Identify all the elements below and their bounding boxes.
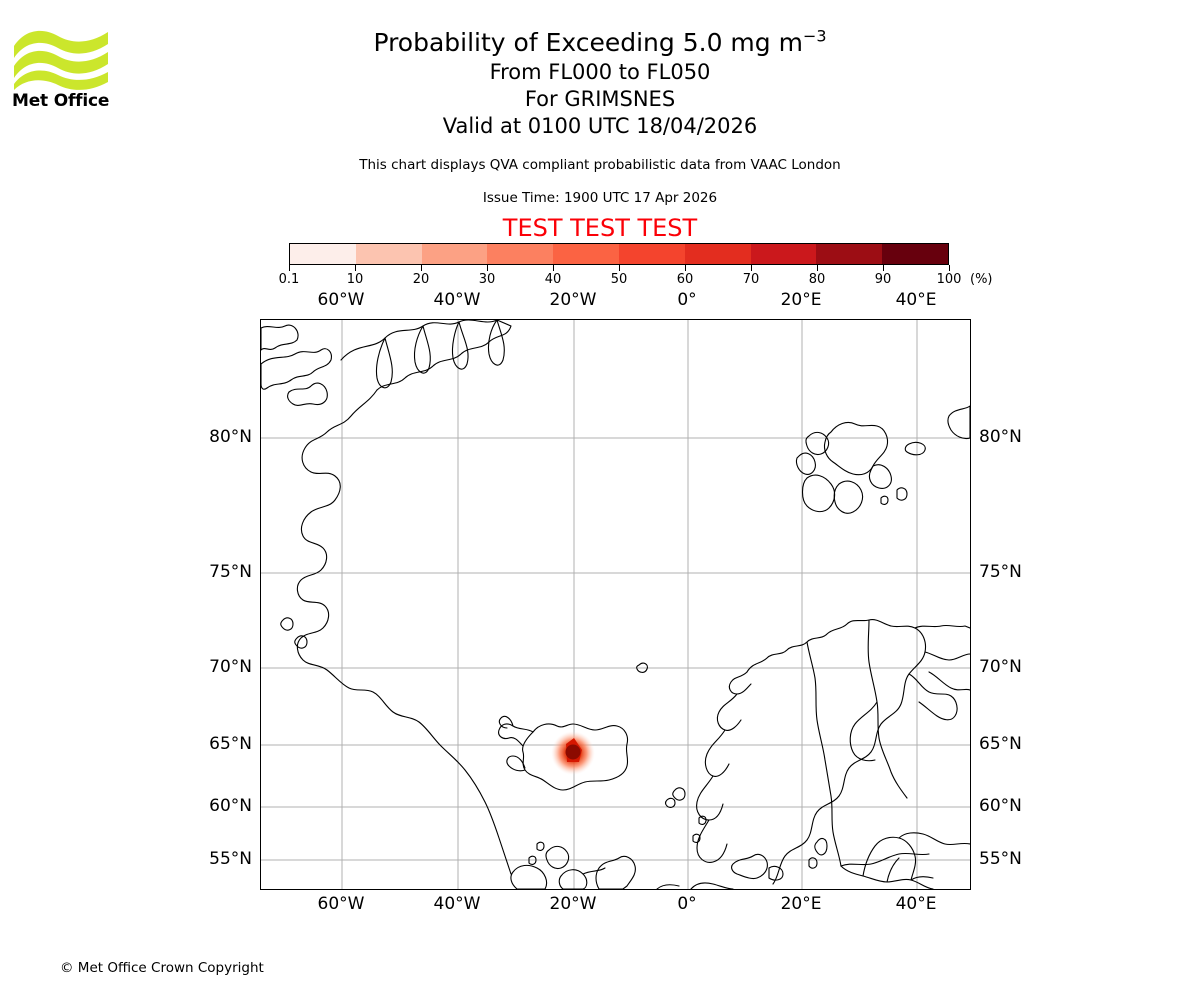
colorbar-band-7 [750, 244, 817, 264]
colorbar-tick-label-50: 50 [610, 272, 628, 287]
colorbar-tick-label-70: 70 [742, 272, 760, 287]
lat-label-right-4: 60°N [979, 796, 1022, 816]
colorbar-band-4 [553, 244, 619, 264]
lat-label-right-2: 70°N [979, 657, 1022, 677]
lon-label-bottom-5: 40°E [895, 894, 937, 914]
lon-label-bottom-2: 20°W [549, 894, 597, 914]
volcano-name: For GRIMSNES [524, 87, 676, 111]
copyright-notice: © Met Office Crown Copyright [60, 960, 264, 976]
probability-colorbar: 0.1 10 20 30 40 50 60 70 80 90 100 [279, 243, 961, 287]
graticule [261, 320, 970, 889]
page-title-text: Probability of Exceeding 5.0 mg m [373, 28, 803, 57]
lon-label-top-2: 20°W [549, 290, 597, 310]
colorbar-band-0 [290, 244, 356, 264]
lat-label-left-5: 55°N [209, 849, 252, 869]
lat-label-left-4: 60°N [209, 796, 252, 816]
lat-label-right-5: 55°N [979, 849, 1022, 869]
colorbar-band-6 [684, 244, 751, 264]
colorbar-band-9 [882, 244, 948, 264]
valid-time: Valid at 0100 UTC 18/04/2026 [442, 114, 758, 138]
test-banner: TEST TEST TEST [502, 214, 698, 242]
colorbar-units-label: (%) [970, 272, 993, 287]
lon-label-bottom-4: 20°E [780, 894, 822, 914]
colorbar-band-2 [421, 244, 488, 264]
chart-title-block: Probability of Exceeding 5.0 mg m−3 From… [180, 26, 1020, 140]
colorbar-tick-label-10: 10 [346, 272, 364, 287]
colorbar-tick-10 [355, 265, 356, 271]
qva-note: This chart displays QVA compliant probab… [359, 157, 841, 173]
colorbar-band-3 [487, 244, 554, 264]
colorbar-tick-0.1 [289, 265, 290, 271]
lon-label-bottom-3: 0° [677, 894, 697, 914]
page-title-exponent: −3 [802, 26, 827, 46]
lon-label-bottom-0: 60°W [317, 894, 365, 914]
map-canvas [261, 320, 970, 889]
lon-label-top-5: 40°E [895, 290, 937, 310]
colorbar-tick-label-100: 100 [936, 272, 962, 287]
lat-label-right-1: 75°N [979, 562, 1022, 582]
colorbar-tick-30 [487, 265, 488, 271]
colorbar-tick-label-30: 30 [478, 272, 496, 287]
colorbar-band-5 [618, 244, 685, 264]
colorbar-band-1 [355, 244, 422, 264]
flight-level-range: From FL000 to FL050 [489, 60, 711, 84]
lon-label-top-1: 40°W [433, 290, 481, 310]
colorbar-tick-80 [817, 265, 818, 271]
lat-label-left-2: 70°N [209, 657, 252, 677]
colorbar-bands [289, 243, 949, 265]
lon-label-top-4: 20°E [780, 290, 822, 310]
colorbar-tick-70 [751, 265, 752, 271]
colorbar-tick-label-80: 80 [808, 272, 826, 287]
ash-plume [551, 731, 595, 775]
issue-time: Issue Time: 1900 UTC 17 Apr 2026 [482, 190, 718, 206]
colorbar-tick-90 [883, 265, 884, 271]
lat-label-left-1: 75°N [209, 562, 252, 582]
colorbar-tick-20 [421, 265, 422, 271]
map-panel[interactable] [260, 319, 971, 890]
met-office-logo-text: Met Office [12, 91, 110, 111]
lat-label-left-0: 80°N [209, 427, 252, 447]
coastlines [261, 320, 970, 889]
lon-label-bottom-1: 40°W [433, 894, 481, 914]
colorbar-tick-label-20: 20 [412, 272, 430, 287]
colorbar-tick-40 [553, 265, 554, 271]
met-office-logo: Met Office [12, 22, 112, 114]
colorbar-tick-label-40: 40 [544, 272, 562, 287]
lat-label-right-0: 80°N [979, 427, 1022, 447]
lon-label-top-0: 60°W [317, 290, 365, 310]
lat-label-left-3: 65°N [209, 734, 252, 754]
colorbar-tick-label-60: 60 [676, 272, 694, 287]
colorbar-tick-60 [685, 265, 686, 271]
colorbar-tick-label-90: 90 [874, 272, 892, 287]
lat-label-right-3: 65°N [979, 734, 1022, 754]
lon-label-top-3: 0° [677, 290, 697, 310]
met-office-wave-icon [14, 30, 108, 90]
colorbar-tick-100 [949, 265, 950, 271]
colorbar-band-8 [816, 244, 883, 264]
colorbar-tick-50 [619, 265, 620, 271]
colorbar-tick-label-0.1: 0.1 [278, 272, 300, 287]
page-title: Probability of Exceeding 5.0 mg m−3 [180, 26, 1020, 59]
